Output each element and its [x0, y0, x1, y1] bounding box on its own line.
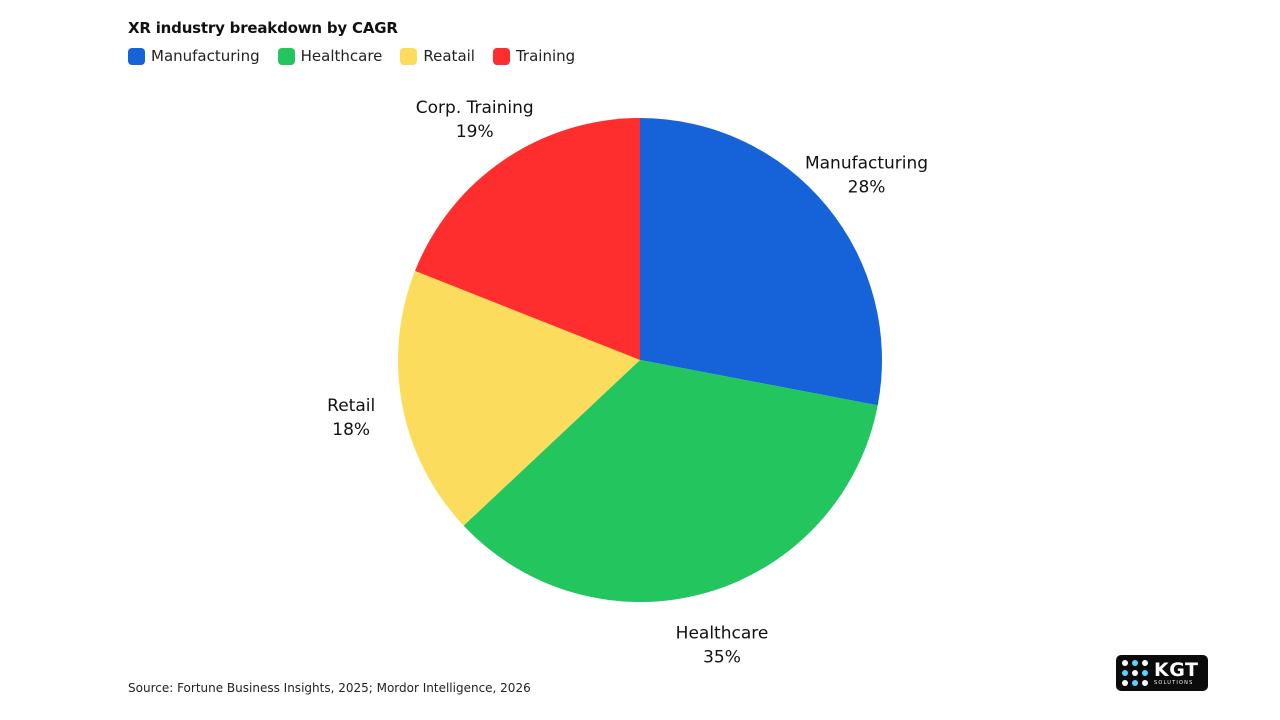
slice-value-corp-training: 19% [456, 122, 494, 142]
kgt-logo: KGT SOLUTIONS [1116, 655, 1208, 691]
slice-label-healthcare: Healthcare [676, 623, 769, 643]
legend-swatch-retail [400, 47, 418, 65]
legend-label-manufacturing: Manufacturing [151, 47, 260, 65]
chart-title: XR industry breakdown by CAGR [128, 19, 398, 37]
logo-tagline: SOLUTIONS [1154, 679, 1194, 686]
pie-slice-manufacturing [640, 118, 882, 406]
slice-label-corp-training: Corp. Training [416, 98, 534, 118]
logo-mark-icon [1122, 660, 1148, 686]
legend-item-manufacturing: Manufacturing [128, 47, 260, 65]
legend-label-healthcare: Healthcare [300, 47, 383, 65]
logo-wordmark: KGT [1154, 658, 1199, 681]
slice-label-retail: Retail [327, 396, 375, 416]
legend-swatch-healthcare [277, 47, 295, 65]
source-note: Source: Fortune Business Insights, 2025;… [128, 681, 531, 695]
slice-value-retail: 18% [332, 420, 370, 440]
legend-item-healthcare: Healthcare [277, 47, 383, 65]
pie-slice-healthcare [463, 360, 878, 602]
legend-label-training: Training [515, 47, 576, 65]
pie-slice-corp-training [414, 118, 640, 360]
slice-value-healthcare: 35% [703, 647, 741, 667]
slice-value-manufacturing: 28% [848, 178, 886, 198]
legend-item-retail: Reatail [400, 47, 475, 65]
legend-item-training: Training [492, 47, 576, 65]
chart-legend: Manufacturing Healthcare Reatail Trainin… [128, 47, 593, 65]
pie-slice-retail [398, 270, 640, 526]
slice-label-manufacturing: Manufacturing [805, 154, 928, 174]
legend-swatch-manufacturing [128, 47, 145, 65]
legend-swatch-training [492, 47, 510, 65]
legend-label-retail: Reatail [423, 47, 475, 65]
